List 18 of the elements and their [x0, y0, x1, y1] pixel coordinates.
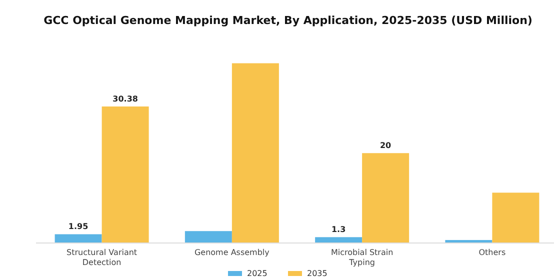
x-tick-label: Structural Variant Detection — [66, 248, 138, 267]
legend-label: 2025 — [247, 269, 268, 278]
bar — [492, 192, 540, 243]
x-tick-label: Microbial Strain Typing — [330, 248, 394, 267]
data-label: 1.3 — [331, 225, 346, 234]
x-tick-label: Genome Assembly — [194, 248, 270, 257]
bar — [232, 63, 279, 243]
x-tick-label: Others — [478, 248, 506, 257]
legend-label: 2035 — [307, 269, 328, 278]
bar — [54, 234, 102, 243]
bar — [184, 231, 232, 243]
chart-title: GCC Optical Genome Mapping Market, By Application, 2025-2035 (USD Million) — [44, 14, 532, 27]
bar — [102, 106, 149, 243]
bar — [362, 153, 410, 243]
data-label: 30.38 — [112, 94, 138, 104]
data-label: 1.95 — [68, 222, 89, 232]
bar — [315, 237, 362, 243]
data-label: 20 — [380, 141, 392, 150]
